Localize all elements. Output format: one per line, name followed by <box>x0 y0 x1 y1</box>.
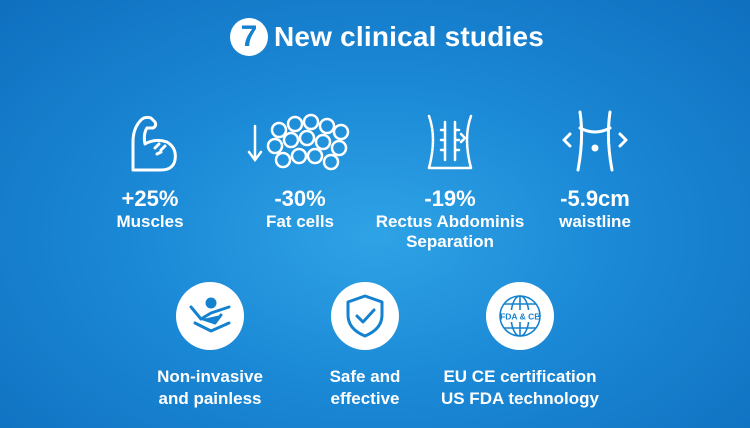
feature-label: Safe and effective <box>300 366 430 410</box>
stat-label: Muscles <box>116 212 184 231</box>
stat-waistline: -5.9cm waistline <box>535 108 655 232</box>
feature-safe: Safe and effective <box>300 282 430 410</box>
feature-line1: Non-invasive <box>157 367 263 386</box>
feature-non-invasive: Non-invasive and painless <box>140 282 280 410</box>
page-title: 7 New clinical studies <box>0 18 750 56</box>
flexed-arm-icon <box>131 115 177 172</box>
feature-line2: US FDA technology <box>440 389 600 408</box>
globe-badge-text: FDA & CE <box>500 312 540 322</box>
feature-line1: Safe and <box>329 367 401 386</box>
feature-icon-circle <box>176 282 244 350</box>
stat-rectus-abdominis: -19% Rectus Abdominis Separation <box>360 108 540 252</box>
stat-label: Fat cells <box>265 212 335 231</box>
stat-value: -30% <box>274 186 326 211</box>
feature-label: Non-invasive and painless <box>140 366 280 410</box>
waist-icon <box>562 110 628 172</box>
stat-label: waistline <box>559 212 631 231</box>
abdominal-separation-icon <box>427 114 473 170</box>
feature-label: EU CE certification US FDA technology <box>430 366 610 410</box>
stat-value: -19% <box>424 186 476 211</box>
title-text: New clinical studies <box>273 21 545 52</box>
feature-icon-circle: FDA & CE <box>486 282 554 350</box>
feature-line2: and painless <box>158 389 262 408</box>
stat-muscles: +25% Muscles <box>90 108 210 232</box>
shield-check-icon <box>346 294 384 338</box>
stat-label-line1: Rectus Abdominis <box>375 212 525 231</box>
feature-icon-circle <box>331 282 399 350</box>
fda-ce-globe-icon: FDA & CE <box>499 295 541 337</box>
feature-line1: EU CE certification <box>443 367 597 386</box>
painless-treatment-icon <box>189 297 231 333</box>
feature-certification: FDA & CE EU CE certification US FDA tech… <box>430 282 610 410</box>
number-badge: 7 <box>229 18 268 56</box>
stat-fat-cells: -30% Fat cells <box>230 108 370 232</box>
stat-value: +25% <box>121 186 179 211</box>
stat-label-line2: Separation <box>406 232 494 251</box>
feature-line2: effective <box>330 389 400 408</box>
fat-cells-icon <box>247 113 350 171</box>
stat-value: -5.9cm <box>560 186 630 211</box>
